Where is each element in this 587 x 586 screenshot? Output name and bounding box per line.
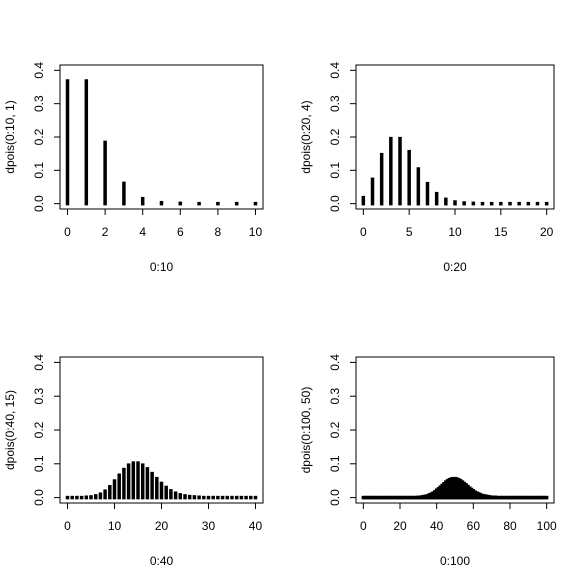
y-tick-label: 0.1 <box>32 455 46 472</box>
x-tick-label: 20 <box>393 519 407 533</box>
y-tick-label: 0.1 <box>328 162 342 179</box>
y-tick-label: 0.4 <box>328 62 342 79</box>
x-tick-label: 20 <box>155 519 169 533</box>
x-tick-label: 2 <box>102 225 109 239</box>
y-tick-label: 0.4 <box>32 354 46 371</box>
y-tick-label: 0.3 <box>328 388 342 405</box>
x-axis-label: 0:100 <box>440 554 470 568</box>
y-axis-label: dpois(0:20, 4) <box>299 100 313 173</box>
x-tick-label: 40 <box>249 519 263 533</box>
y-tick-label: 0.1 <box>32 162 46 179</box>
y-tick-label: 0.0 <box>328 489 342 506</box>
x-tick-label: 6 <box>177 225 184 239</box>
y-tick-label: 0.0 <box>328 195 342 212</box>
x-axis-label: 0:10 <box>150 260 174 274</box>
y-tick-label: 0.0 <box>32 195 46 212</box>
y-tick-label: 0.3 <box>32 388 46 405</box>
y-tick-label: 0.3 <box>32 95 46 112</box>
plot-box <box>59 64 264 210</box>
x-tick-label: 15 <box>494 225 508 239</box>
y-tick-label: 0.1 <box>328 455 342 472</box>
x-tick-label: 0 <box>360 519 367 533</box>
x-tick-label: 30 <box>202 519 216 533</box>
x-tick-label: 0 <box>64 225 71 239</box>
x-tick-label: 20 <box>540 225 554 239</box>
y-tick-label: 0.2 <box>32 128 46 145</box>
y-axis-label: dpois(0:10, 1) <box>3 100 17 173</box>
x-tick-label: 8 <box>215 225 222 239</box>
x-axis-label: 0:40 <box>150 554 174 568</box>
x-tick-label: 40 <box>430 519 444 533</box>
plot-box <box>355 64 555 210</box>
x-tick-label: 10 <box>108 519 122 533</box>
x-tick-label: 10 <box>249 225 263 239</box>
x-tick-label: 4 <box>139 225 146 239</box>
y-tick-label: 0.2 <box>32 421 46 438</box>
x-tick-label: 0 <box>360 225 367 239</box>
y-axis-label: dpois(0:100, 50) <box>299 387 313 474</box>
x-tick-label: 60 <box>467 519 481 533</box>
y-axis-label: dpois(0:40, 15) <box>3 390 17 470</box>
y-tick-label: 0.4 <box>328 354 342 371</box>
x-tick-label: 10 <box>448 225 462 239</box>
x-tick-label: 5 <box>406 225 413 239</box>
plot-box <box>59 356 264 504</box>
x-tick-label: 100 <box>537 519 557 533</box>
x-tick-label: 0 <box>64 519 71 533</box>
y-tick-label: 0.2 <box>328 421 342 438</box>
x-tick-label: 80 <box>503 519 517 533</box>
y-tick-label: 0.0 <box>32 489 46 506</box>
y-tick-label: 0.2 <box>328 128 342 145</box>
x-axis-label: 0:20 <box>443 260 467 274</box>
y-tick-label: 0.3 <box>328 95 342 112</box>
y-tick-label: 0.4 <box>32 62 46 79</box>
